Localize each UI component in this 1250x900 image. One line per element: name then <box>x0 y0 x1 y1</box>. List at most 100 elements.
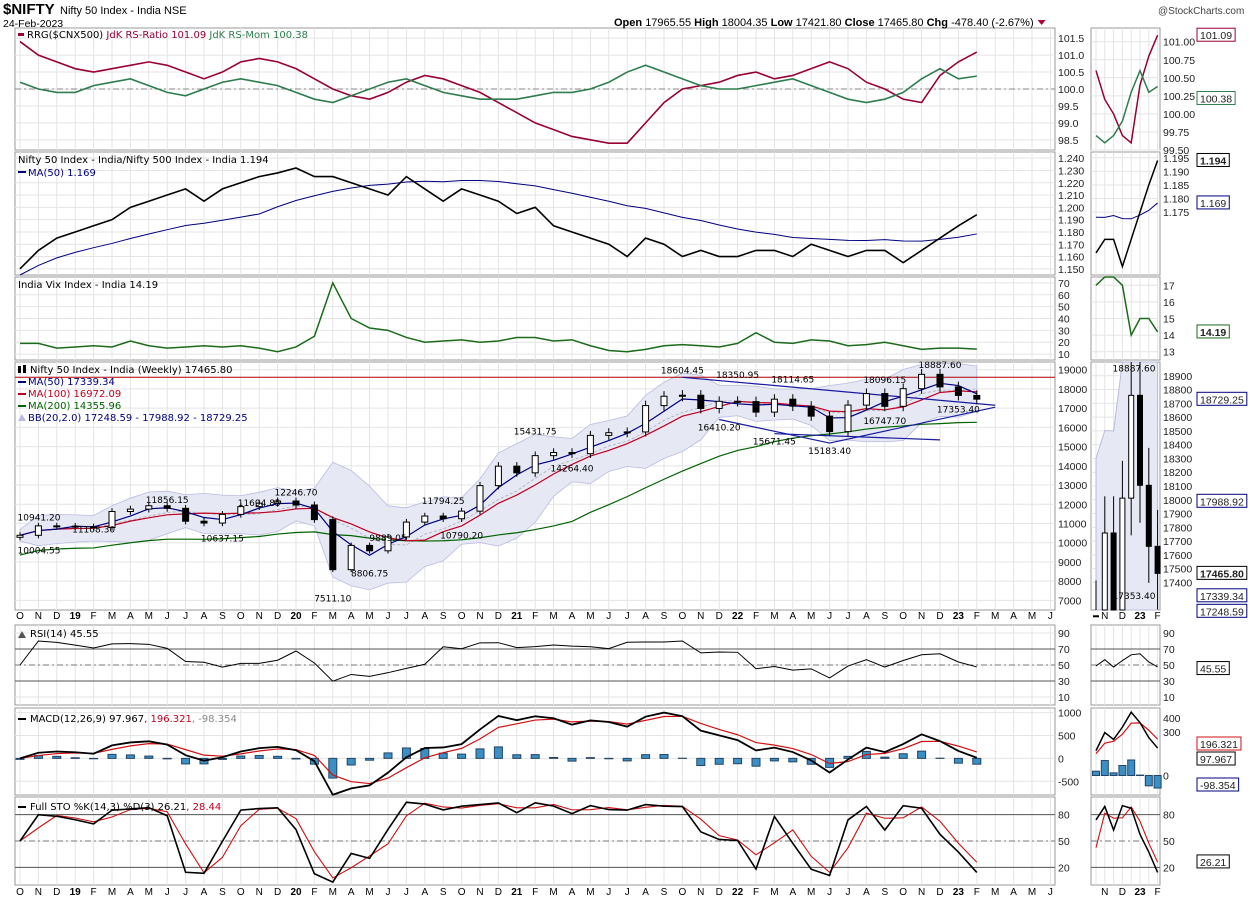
price-candle <box>476 485 484 512</box>
macd-histogram-bar <box>530 754 540 759</box>
rsi-legend: RSI(14) 45.55 <box>30 629 99 640</box>
bb-upper-tag-box <box>1196 391 1248 406</box>
macd-tag-box <box>1196 751 1236 766</box>
price-annotation: 11108.30 <box>72 525 115 535</box>
x-axis-label: N <box>697 611 704 622</box>
x-axis-label: D <box>716 887 723 898</box>
x-axis-label: O <box>899 887 907 898</box>
x-axis-label: D <box>495 887 502 898</box>
price-candle <box>16 534 24 538</box>
x-axis-label: N <box>35 611 42 622</box>
x-axis-label: M <box>145 611 153 622</box>
ohlc-readout: Open 17965.55 High 18004.35 Low 17421.80… <box>614 17 1034 29</box>
x-axis-label: J <box>846 887 851 898</box>
ratio-line <box>19 167 978 270</box>
macd-histogram-bar <box>512 754 522 759</box>
x-axis-label: N <box>918 887 925 898</box>
mini-x-axis-label: D <box>1119 611 1126 622</box>
trendline <box>719 418 830 444</box>
index-name: Nifty 50 Index - India NSE <box>60 5 187 17</box>
mini-x-axis-label: F <box>1155 887 1161 898</box>
ratio-tick-label: 1.160 <box>1058 252 1084 264</box>
macd-histogram-bar <box>383 752 393 759</box>
x-axis-label: F <box>311 887 317 898</box>
sto-tick-label: 80 <box>1058 810 1070 822</box>
price-mini-tick-label: 17800 <box>1163 522 1192 534</box>
x-axis-label: M <box>807 611 815 622</box>
ratio-ma-legend: MA(50) 1.169 <box>28 168 96 179</box>
x-axis-label: 21 <box>511 887 523 898</box>
x-axis-label: J <box>1048 611 1053 622</box>
x-axis-label: M <box>586 611 594 622</box>
mini-ratio-ma-line <box>1095 202 1158 220</box>
price-mini-tick-label: 18200 <box>1163 467 1192 479</box>
watermark: @StockCharts.com <box>1158 6 1244 17</box>
price-annotation: 10790.20 <box>440 532 483 542</box>
price-mini-tick-label: 18600 <box>1163 412 1192 424</box>
price-candle <box>642 405 650 433</box>
price-mini-tick-label: 18000 <box>1163 495 1192 507</box>
trendline <box>829 406 996 444</box>
macd-hist-tag: -98.354 <box>1200 780 1236 792</box>
rsi-tick-label: 30 <box>1058 676 1070 688</box>
price-candle <box>274 500 282 504</box>
macd-histogram-bar <box>549 756 559 759</box>
x-axis-label: M <box>549 887 557 898</box>
ratio-tick-label: 1.210 <box>1058 190 1084 202</box>
price-mini-tick-label: 17500 <box>1163 564 1192 576</box>
rsi-tag-box <box>1196 661 1230 676</box>
macd-histogram-bar <box>733 757 743 765</box>
mini-macd-signal-line <box>1095 722 1159 755</box>
macd-histogram-bar <box>475 748 485 759</box>
low-value: 17421.80 <box>796 17 842 29</box>
sto-tick-label: 50 <box>1058 836 1070 848</box>
sto-mini-tick-label: 20 <box>1163 862 1175 874</box>
rrg-mom-tag-box <box>1196 90 1236 105</box>
ma100-line <box>19 390 977 542</box>
price-annotation: 14264.40 <box>551 465 594 475</box>
macd-mini-tick-label: 300 <box>1163 727 1181 739</box>
x-axis-label: O <box>237 887 245 898</box>
vix-tick-label: 30 <box>1058 325 1070 337</box>
price-tick-label: 17000 <box>1058 403 1087 415</box>
vix-mini-tick-label: 17 <box>1163 280 1175 292</box>
x-axis-label: A <box>421 611 428 622</box>
ratio-tick-label: 1.150 <box>1058 264 1084 276</box>
x-axis-label: O <box>458 887 466 898</box>
macd-tick-label: -500 <box>1058 776 1079 788</box>
x-axis-label: N <box>697 887 704 898</box>
ratio-tick-label: 1.230 <box>1058 165 1084 177</box>
x-axis-label: A <box>201 611 208 622</box>
ratio-tick-label: 1.200 <box>1058 202 1084 214</box>
macd-hist-tag-box <box>1196 777 1240 792</box>
rsi-swatch-icon <box>18 631 26 638</box>
rrg-mom-tag: 100.38 <box>1200 93 1232 105</box>
price-tick-label: 19000 <box>1058 365 1087 377</box>
x-axis-label: S <box>661 611 668 622</box>
price-annotation: 11794.25 <box>422 497 465 507</box>
price-annotation: 11856.15 <box>146 496 189 506</box>
price-tick-label: 13000 <box>1058 480 1087 492</box>
x-axis-label: D <box>716 611 723 622</box>
sto-k-line <box>19 801 978 884</box>
price-tick-label: 18000 <box>1058 384 1087 396</box>
x-axis-label: A <box>569 611 576 622</box>
vix-tick-label: 10 <box>1058 349 1070 361</box>
x-axis-label: 20 <box>290 887 302 898</box>
mini-price-candle <box>1110 532 1117 611</box>
price-mini-tick-label: 18300 <box>1163 453 1192 465</box>
ratio-ma-tag-box <box>1196 195 1230 210</box>
rrg-tick-label: 99.0 <box>1058 118 1079 130</box>
ma100-legend: MA(100) 16972.09 <box>28 389 121 400</box>
rrg-tick-label: 101.0 <box>1058 50 1084 62</box>
price-candle <box>826 415 834 433</box>
x-axis-label: A <box>789 611 796 622</box>
macd-histogram-bar <box>567 757 577 762</box>
ratio-mini-tick-label: 1.180 <box>1163 194 1189 206</box>
price-mini-tick-label: 18100 <box>1163 481 1192 493</box>
x-axis-label: A <box>1010 611 1017 622</box>
macd-histogram-bar <box>641 754 651 759</box>
x-axis-label: 23 <box>953 887 965 898</box>
rrg-tick-label: 101.5 <box>1058 33 1084 45</box>
x-axis-label: M <box>586 887 594 898</box>
